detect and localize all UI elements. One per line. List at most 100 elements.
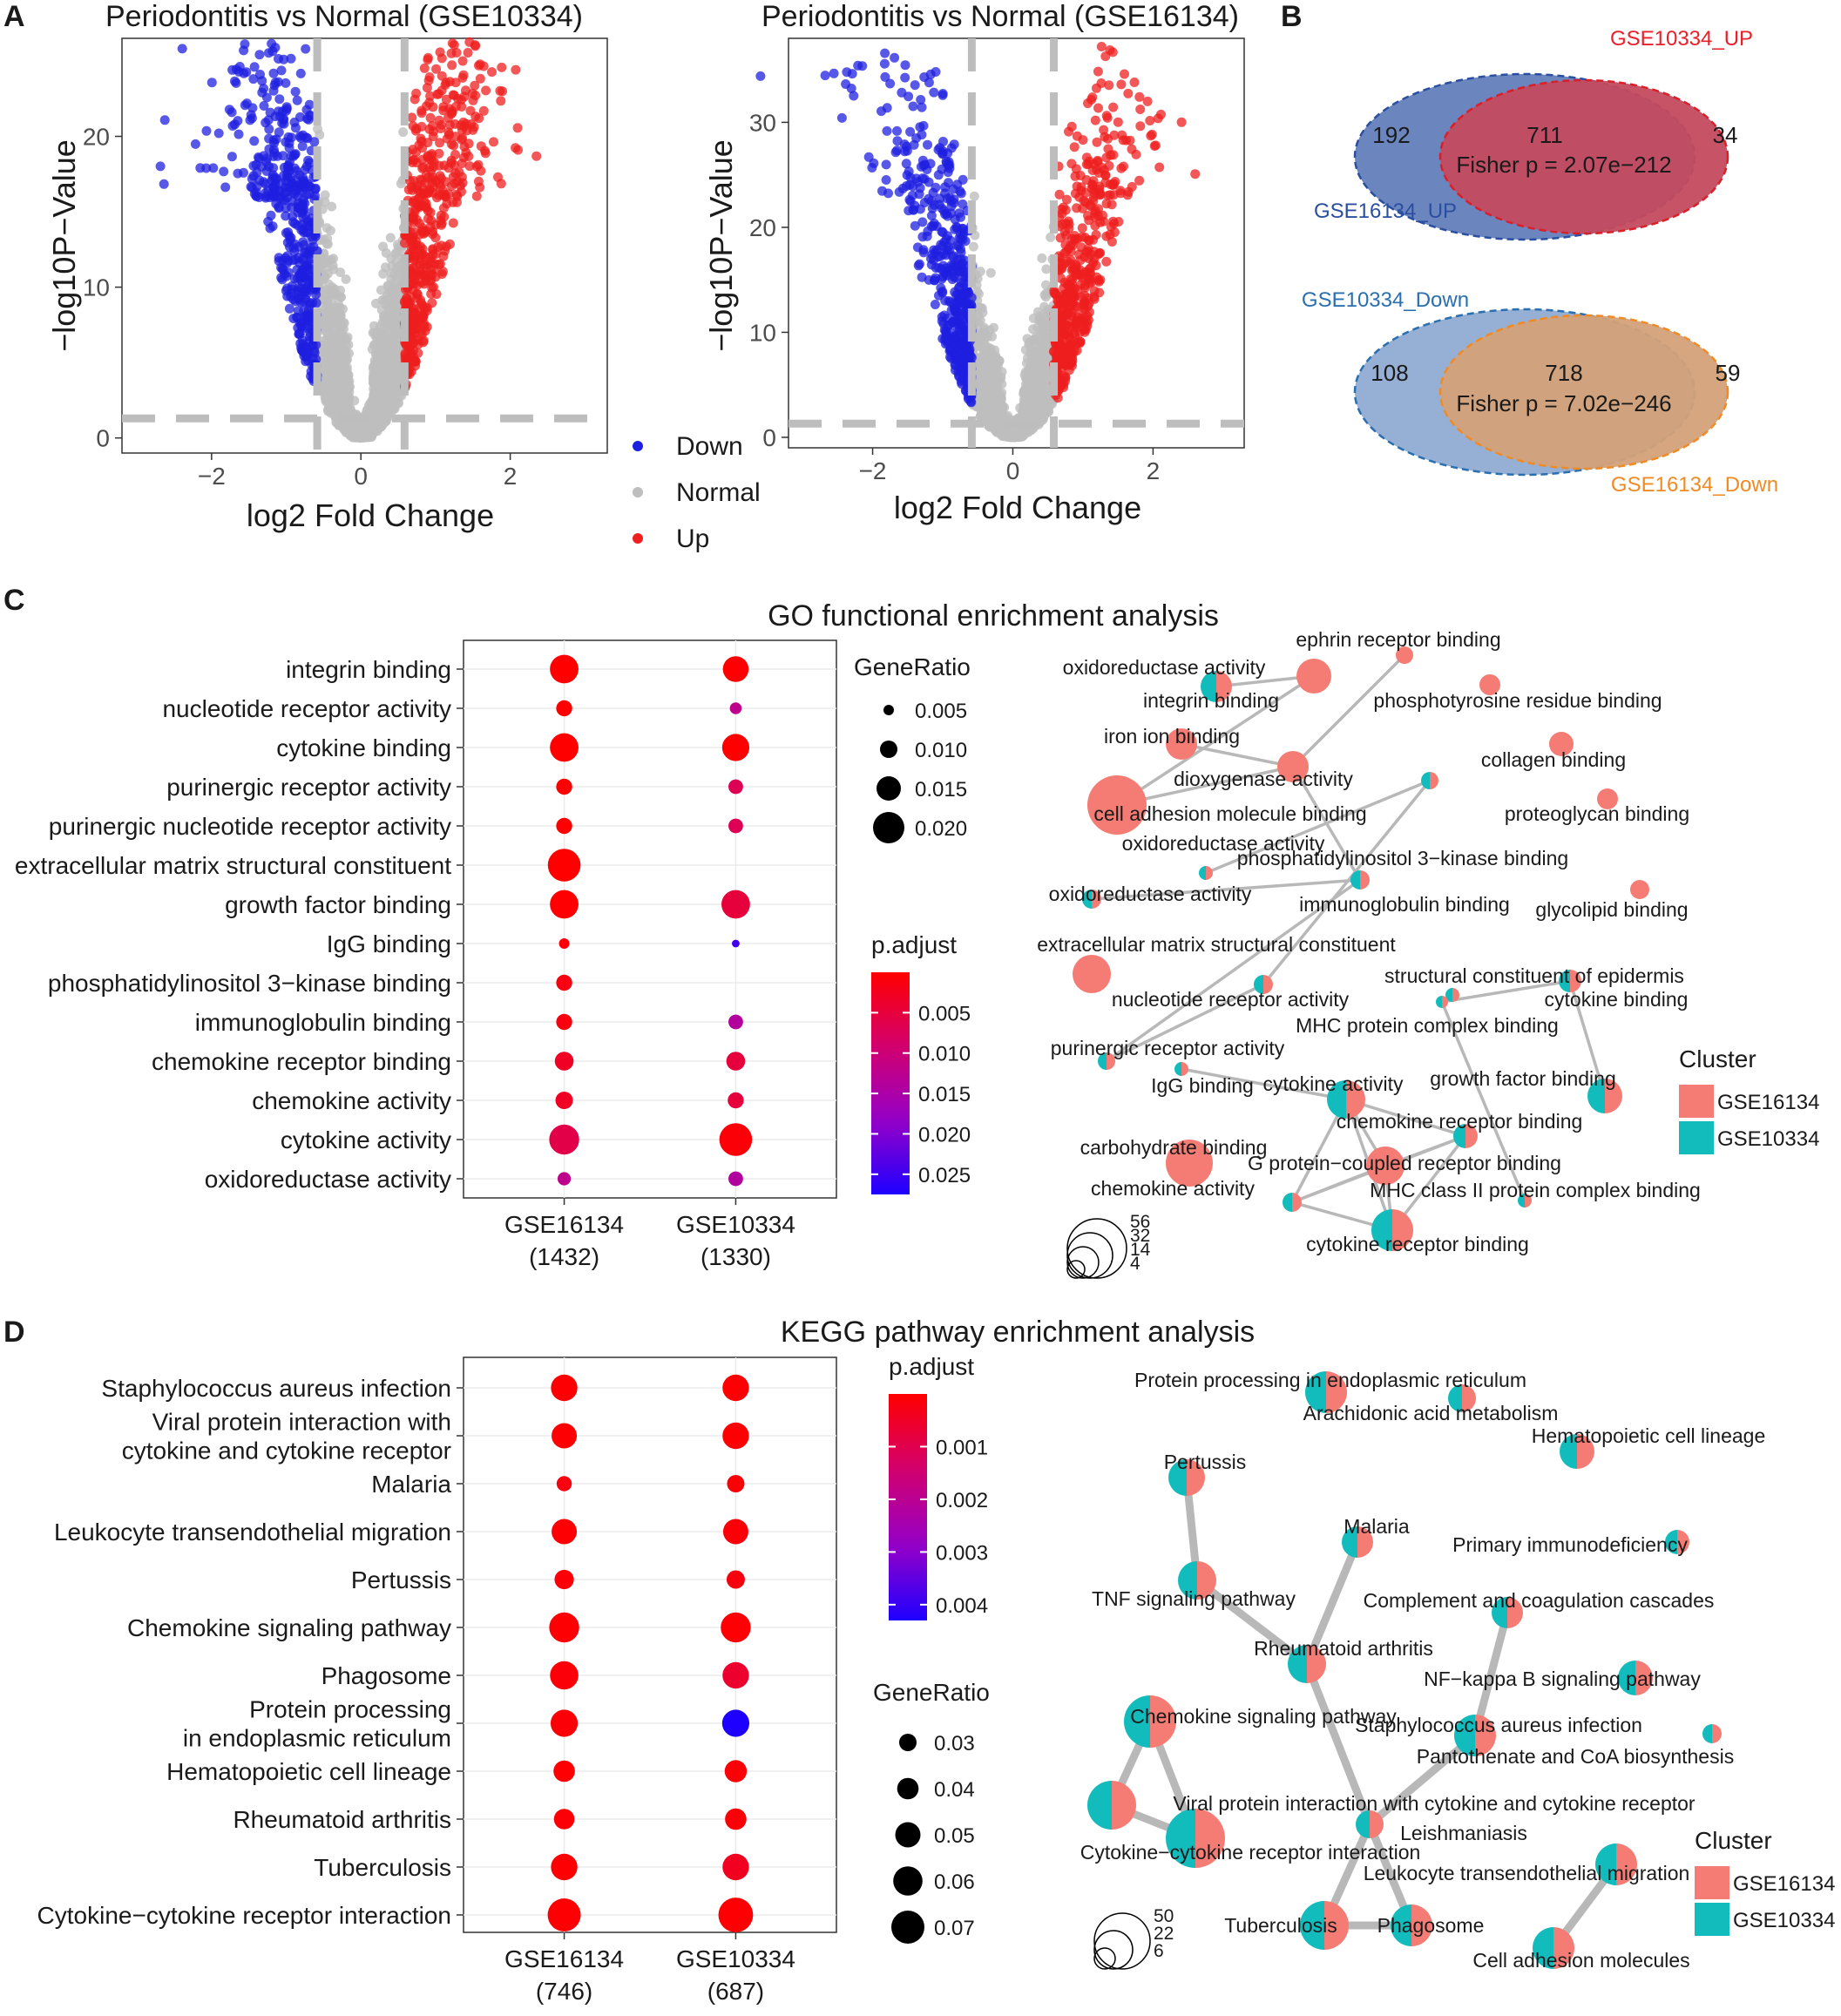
volcano-point-up	[431, 64, 442, 74]
volcano-point-normal	[335, 310, 346, 321]
volcano-point-up	[418, 227, 429, 237]
volcano-point-down	[268, 68, 279, 78]
volcano-point-down	[190, 139, 200, 149]
volcano-plot-gse16134: Periodontitis vs Normal (GSE16134) −2 0 20…	[703, 0, 1245, 525]
volcano-point-down	[247, 113, 257, 124]
volcano-point-up	[1058, 219, 1067, 229]
volcano-point-normal	[321, 298, 332, 308]
volcano-point-down	[290, 86, 301, 97]
volcano-point-down	[240, 39, 250, 50]
volcano-point-up	[425, 112, 436, 123]
volcano-point-normal	[984, 348, 994, 359]
volcano-point-down	[929, 87, 939, 98]
volcano-point-up	[461, 85, 470, 96]
volcano-point-down	[305, 300, 315, 310]
volcano-point-normal	[968, 241, 978, 252]
volcano-point-up	[454, 167, 464, 178]
volcano-point-down	[261, 157, 271, 167]
volcano-point-up	[1129, 78, 1140, 87]
volcano-point-normal	[1046, 232, 1056, 242]
volcano-point-normal	[382, 310, 393, 321]
volcano-point-up	[1116, 163, 1127, 173]
volcano-point-normal	[333, 338, 343, 348]
volcano-point-down	[295, 68, 306, 78]
volcano-point-down	[201, 125, 212, 136]
volcano1-title: Periodontitis vs Normal (GSE10334)	[105, 0, 583, 33]
volcano-point-normal	[334, 420, 344, 430]
volcano-point-down	[284, 303, 294, 314]
volcano-point-down	[937, 89, 948, 98]
volcano-point-down	[274, 54, 283, 64]
volcano-point-normal	[1036, 409, 1046, 419]
volcano-point-normal	[327, 201, 337, 212]
volcano-point-down	[946, 143, 957, 153]
y-tick-label: 20	[83, 124, 110, 151]
volcano-point-up	[497, 86, 508, 97]
volcano-point-down	[286, 151, 296, 161]
volcano-point-down	[227, 152, 237, 162]
volcano-point-up	[1101, 256, 1112, 267]
volcano-point-down	[956, 321, 966, 331]
volcano-point-normal	[321, 257, 331, 267]
panel-letter-a: A	[3, 0, 25, 33]
volcano-point-normal	[352, 430, 362, 440]
volcano-point-down	[177, 44, 187, 54]
volcano-point-up	[416, 175, 427, 186]
volcano-point-down	[302, 265, 313, 274]
volcano-point-down	[159, 115, 170, 125]
volcano-point-normal	[320, 197, 330, 207]
volcano-point-normal	[328, 306, 339, 316]
volcano-point-up	[403, 353, 413, 363]
volcano-point-up	[475, 73, 485, 84]
volcano-point-down	[907, 190, 917, 200]
volcano-point-down	[263, 115, 274, 125]
volcano-point-down	[270, 78, 281, 88]
volcano-point-normal	[980, 373, 991, 383]
volcano-point-normal	[349, 396, 360, 406]
volcano-point-normal	[376, 285, 386, 295]
volcano-point-normal	[980, 402, 991, 412]
volcano-point-normal	[325, 226, 335, 236]
volcano-point-normal	[985, 267, 996, 278]
volcano-point-up	[1120, 69, 1129, 79]
volcano-point-down	[247, 103, 258, 113]
volcano-point-up	[435, 259, 445, 269]
volcano-point-normal	[336, 322, 347, 333]
volcano-point-up	[409, 94, 420, 105]
volcano-point-down	[304, 99, 315, 110]
volcano-point-normal	[396, 179, 406, 189]
volcano-point-up	[481, 85, 491, 96]
volcano-point-normal	[1041, 280, 1051, 290]
volcano-point-normal	[988, 383, 998, 394]
volcano-point-normal	[389, 403, 399, 414]
volcano-point-down	[944, 178, 953, 188]
volcano-point-up	[427, 121, 437, 131]
volcano-point-up	[430, 233, 441, 243]
volcano-point-up	[413, 185, 423, 195]
volcano-point-down	[836, 112, 847, 123]
volcano-point-normal	[391, 306, 402, 316]
volcano-point-up	[1135, 121, 1146, 132]
volcano-point-down	[910, 80, 920, 91]
volcano-point-normal	[341, 274, 351, 284]
volcano-point-normal	[1029, 347, 1039, 357]
volcano-point-normal	[313, 124, 322, 134]
volcano-point-up	[493, 172, 503, 182]
volcano-point-down	[304, 282, 315, 292]
volcano-point-up	[444, 130, 455, 140]
volcano-point-normal	[366, 397, 376, 408]
volcano-point-normal	[983, 331, 993, 342]
volcano-point-normal	[370, 349, 381, 360]
x-tick-label: −2	[198, 463, 226, 490]
volcano-point-down	[251, 191, 261, 201]
volcano-point-normal	[1025, 402, 1036, 412]
volcano2-panel	[788, 37, 1245, 449]
volcano-point-down	[267, 38, 277, 49]
volcano-point-up	[423, 76, 434, 85]
volcano-point-down	[302, 248, 313, 259]
volcano-point-normal	[376, 378, 387, 389]
volcano-point-up	[420, 272, 430, 282]
volcano-point-up	[423, 55, 433, 64]
volcano-point-up	[450, 78, 461, 88]
volcano-point-normal	[320, 340, 330, 350]
